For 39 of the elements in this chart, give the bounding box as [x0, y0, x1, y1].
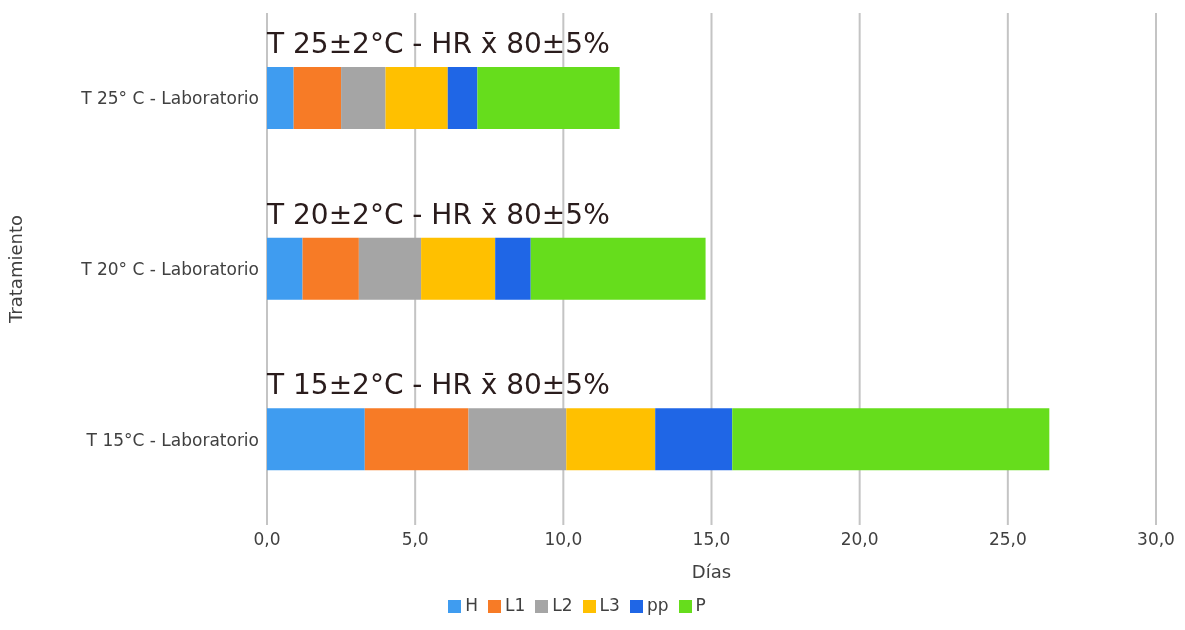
bar: [447, 67, 478, 129]
x-axis-title: Días: [691, 560, 732, 582]
y-tick-label: T 15°C - Laboratorio: [85, 429, 259, 450]
bar: [566, 408, 656, 471]
legend-label: pp: [646, 595, 669, 615]
bar: [421, 237, 496, 300]
bar: [530, 237, 706, 300]
y-tick-label: T 25° C - Laboratorio: [80, 88, 259, 109]
x-tick-label: 0,0: [253, 529, 281, 550]
bar: [267, 408, 365, 471]
legend-label: P: [695, 595, 706, 615]
x-tick-label: 5,0: [401, 529, 429, 550]
x-tick-label: 15,0: [692, 529, 731, 550]
bar: [293, 67, 342, 129]
annotation: T 25±2°C - HR x̄ 80±5%: [266, 27, 610, 60]
x-tick-label: 30,0: [1137, 529, 1175, 550]
legend-label: H: [465, 595, 479, 615]
x-tick-label: 20,0: [840, 529, 879, 550]
annotation: T 20±2°C - HR x̄ 80±5%: [266, 197, 610, 231]
bar: [341, 67, 386, 129]
annotation: T 15±2°C - HR x̄ 80±5%: [266, 368, 610, 402]
bar: [732, 408, 1050, 471]
bar: [358, 237, 422, 300]
bar: [477, 67, 620, 129]
y-axis-title: Tratamiento: [5, 215, 27, 324]
bar: [655, 408, 733, 471]
legend-label: L2: [552, 595, 573, 615]
bar: [385, 67, 448, 129]
y-tick-label: T 20° C - Laboratorio: [80, 259, 259, 280]
x-tick-label: 10,0: [544, 529, 583, 550]
x-tick-label: 25,0: [988, 529, 1027, 550]
bar: [267, 67, 294, 129]
bar: [495, 237, 531, 300]
legend-label: L1: [505, 595, 526, 615]
legend-label: L3: [599, 595, 620, 615]
bar: [468, 408, 567, 471]
bar: [302, 237, 359, 300]
bar: [267, 237, 303, 300]
bar: [364, 408, 469, 471]
